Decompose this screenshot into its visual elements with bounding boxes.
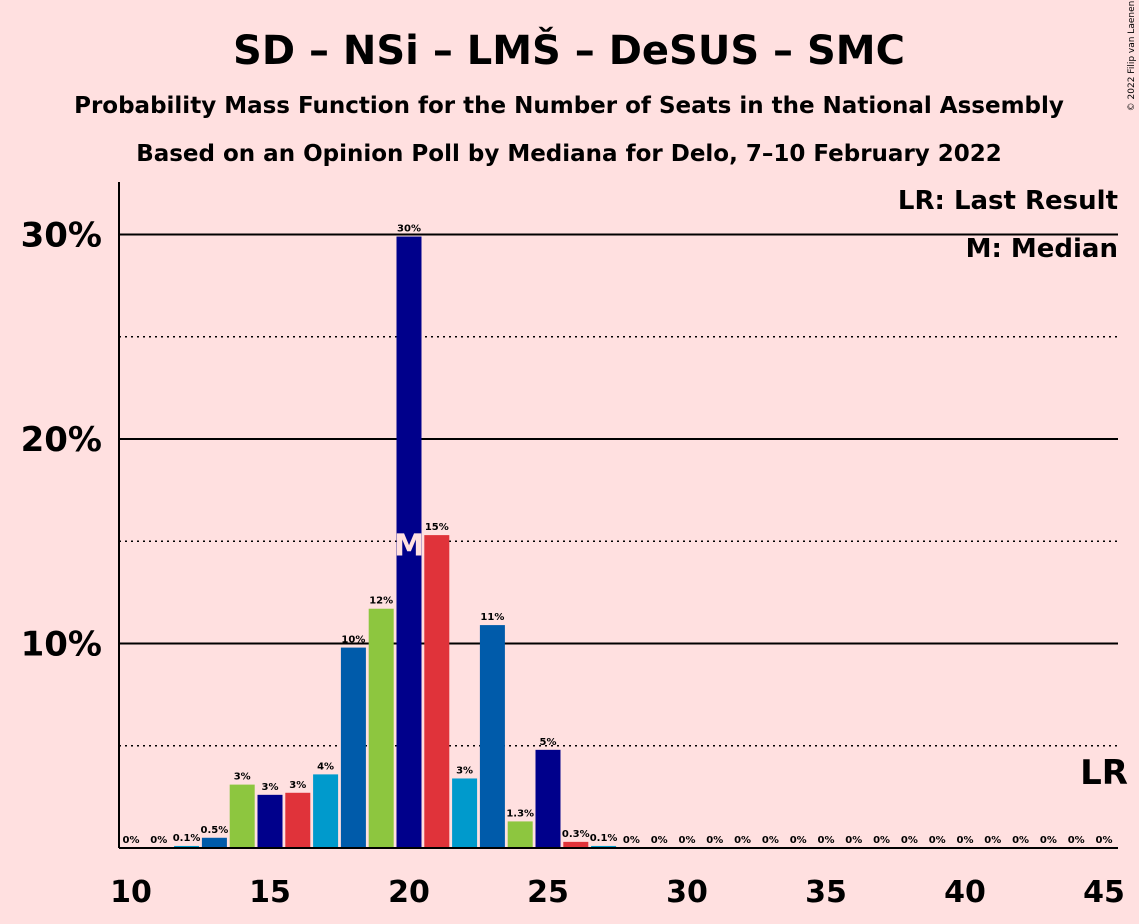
- chart-subtitle-2: Based on an Opinion Poll by Mediana for …: [136, 141, 1002, 167]
- median-marker: M: [394, 528, 424, 563]
- x-tick-label: 15: [249, 875, 291, 910]
- data-label-15: 3%: [262, 782, 279, 793]
- data-label-36: 0%: [845, 835, 862, 846]
- data-label-42: 0%: [1012, 835, 1029, 846]
- data-label-22: 3%: [456, 765, 473, 776]
- data-label-25: 5%: [540, 737, 557, 748]
- data-label-29: 0%: [651, 835, 668, 846]
- bar-14: [229, 784, 255, 848]
- data-label-16: 3%: [289, 780, 306, 791]
- data-label-43: 0%: [1040, 835, 1057, 846]
- data-label-21: 15%: [425, 522, 449, 533]
- x-tick-labels: 10 15 20 25 30 35 40 45: [110, 875, 1125, 910]
- data-label-41: 0%: [984, 835, 1001, 846]
- x-tick-label: 20: [388, 875, 430, 910]
- data-label-40: 0%: [957, 835, 974, 846]
- data-label-12: 0.1%: [173, 833, 201, 844]
- bar-20: [396, 236, 422, 849]
- x-tick-label: 35: [805, 875, 847, 910]
- data-label-33: 0%: [762, 835, 779, 846]
- data-label-44: 0%: [1068, 835, 1085, 846]
- data-label-38: 0%: [901, 835, 918, 846]
- x-tick-label: 45: [1083, 875, 1125, 910]
- y-tick-label: 10%: [21, 625, 102, 665]
- data-label-39: 0%: [929, 835, 946, 846]
- bar-27: [591, 845, 617, 848]
- bar-24: [507, 821, 533, 848]
- legend-median: M: Median: [966, 234, 1118, 264]
- bar-19: [368, 608, 394, 848]
- bar-13: [201, 837, 227, 848]
- data-label-20: 30%: [397, 224, 421, 235]
- data-label-27: 0.1%: [590, 833, 618, 844]
- chart-title: SD – NSi – LMŠ – DeSUS – SMC: [233, 26, 905, 74]
- bar-17: [313, 774, 339, 848]
- bars: [174, 236, 617, 849]
- bar-26: [563, 841, 589, 848]
- data-label-11: 0%: [150, 835, 167, 846]
- bar-16: [285, 792, 311, 848]
- data-label-24: 1.3%: [506, 808, 534, 819]
- bar-22: [452, 778, 478, 848]
- y-tick-label: 20%: [21, 420, 102, 460]
- data-label-23: 11%: [480, 612, 504, 623]
- bar-25: [535, 749, 561, 848]
- legend-last-result: LR: Last Result: [898, 186, 1118, 216]
- data-label-45: 0%: [1096, 835, 1113, 846]
- data-label-19: 12%: [369, 596, 393, 607]
- data-label-31: 0%: [706, 835, 723, 846]
- data-label-32: 0%: [734, 835, 751, 846]
- copyright-text: © 2022 Filip van Laenen: [1127, 1, 1137, 112]
- gridlines: [119, 233, 1118, 747]
- bar-15: [257, 794, 283, 848]
- data-labels: 0% 0% 0.1%0.5%3%3% 3%4%10%12%30%15%3%11%1.3…: [123, 224, 1113, 846]
- data-label-28: 0%: [623, 835, 640, 846]
- bar-23: [479, 625, 505, 848]
- y-tick-label: 30%: [21, 216, 102, 256]
- last-result-marker: LR: [1080, 753, 1128, 793]
- y-tick-labels: 10% 20% 30%: [21, 216, 102, 665]
- data-label-37: 0%: [873, 835, 890, 846]
- data-label-14: 3%: [234, 772, 251, 783]
- data-label-30: 0%: [679, 835, 696, 846]
- data-label-10: 0%: [123, 835, 140, 846]
- chart-subtitle-1: Probability Mass Function for the Number…: [74, 93, 1064, 119]
- data-label-26: 0.3%: [562, 829, 590, 840]
- x-tick-label: 40: [944, 875, 986, 910]
- bar-21: [424, 535, 450, 848]
- x-tick-label: 30: [666, 875, 708, 910]
- x-tick-label: 25: [527, 875, 569, 910]
- data-label-17: 4%: [317, 761, 334, 772]
- data-label-34: 0%: [790, 835, 807, 846]
- data-label-35: 0%: [818, 835, 835, 846]
- bar-12: [174, 845, 200, 848]
- axes: [118, 182, 1118, 849]
- x-tick-label: 10: [110, 875, 152, 910]
- data-label-18: 10%: [341, 635, 365, 646]
- bar-18: [340, 647, 366, 848]
- data-label-13: 0.5%: [201, 825, 229, 836]
